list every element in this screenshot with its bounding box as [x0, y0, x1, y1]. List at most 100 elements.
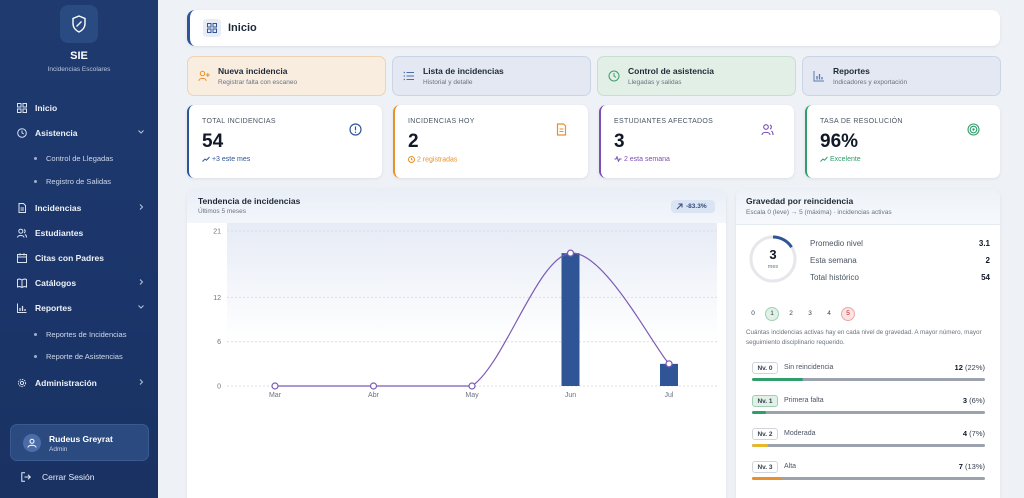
sidebar-item-inicio[interactable]: Inicio — [0, 98, 158, 118]
bar — [561, 253, 580, 386]
level-percent: (22%) — [964, 363, 985, 372]
arrow-up-right-icon — [676, 203, 683, 210]
stat-tasa-resolucion: TASA DE RESOLUCIÓN 96% Excelente — [805, 105, 1000, 178]
add-user-icon — [198, 70, 210, 82]
trend-subtitle: Últimos 5 meses — [198, 208, 247, 215]
action-subtitle: Registrar falta con escaneo — [218, 79, 298, 86]
metric-value: 3.1 — [978, 239, 990, 248]
sidebar-subitem-reportes-incidencias[interactable]: Reportes de Incidencias — [0, 327, 158, 343]
level-count: 4 (7%) — [963, 429, 985, 438]
sidebar-subitem-registro-salidas[interactable]: Registro de Salidas — [0, 174, 158, 190]
sidebar-item-asistencia[interactable]: Asistencia — [0, 123, 158, 143]
chart-y-ticks: 0 6 12 21 — [213, 229, 221, 391]
sidebar-item-administracion[interactable]: Administración — [0, 373, 158, 393]
action-title: Control de asistencia — [628, 66, 714, 76]
chevron-right-icon — [139, 204, 144, 210]
sidebar-subitem-label: Control de Llegadas — [46, 154, 114, 163]
severity-ring — [749, 235, 797, 283]
data-point — [665, 360, 673, 368]
metric-esta-semana: Esta semana 2 — [810, 256, 990, 268]
avatar — [23, 434, 41, 452]
severity-panel: Gravedad por reincidencia Escala 0 (leve… — [736, 189, 1000, 498]
logout-button[interactable]: Cerrar Sesión — [0, 468, 158, 486]
stat-label: ESTUDIANTES AFECTADOS — [614, 118, 714, 125]
level-bar-fill — [752, 444, 769, 447]
calendar-icon — [17, 253, 27, 263]
sidebar-subitem-reporte-asistencias[interactable]: Reporte de Asistencias — [0, 349, 158, 365]
action-subtitle: Indicadores y exportación — [833, 79, 908, 86]
severity-row: Nv. 0 Sin reincidencia 12 (22%) — [752, 362, 985, 386]
stat-note: 2 registradas — [408, 156, 457, 163]
bar-chart-icon — [813, 71, 824, 82]
sidebar-item-reportes[interactable]: Reportes — [0, 298, 158, 318]
stat-note-text: +3 este mes — [211, 156, 251, 163]
metric-label: Total histórico — [810, 273, 859, 282]
sidebar-subitem-label: Registro de Salidas — [46, 177, 112, 186]
chevron-down-icon — [138, 305, 144, 309]
gear-icon — [17, 378, 27, 388]
clock-icon — [408, 156, 415, 163]
sidebar-item-label: Reportes — [35, 303, 72, 313]
dashboard-icon — [203, 19, 221, 37]
users-icon — [17, 228, 27, 238]
action-reportes[interactable]: Reportes Indicadores y exportación — [802, 56, 1001, 96]
brand-subtitle: Incidencias Escolares — [47, 66, 111, 73]
sidebar-subitem-control-llegadas[interactable]: Control de Llegadas — [0, 151, 158, 167]
action-title: Lista de incidencias — [423, 66, 504, 76]
level-chip-1[interactable]: 1 — [765, 307, 779, 321]
chart-points — [271, 249, 673, 390]
stat-value: 96% — [820, 131, 859, 152]
user-name: Rudeus Greyrat — [49, 434, 113, 444]
user-card[interactable]: Rudeus Greyrat Admin — [10, 424, 149, 461]
data-point — [369, 382, 378, 390]
level-percent: (6%) — [969, 396, 985, 405]
level-chip-5[interactable]: 5 — [841, 307, 855, 321]
action-subtitle: Historial y detalle — [423, 79, 473, 86]
level-badge: Nv. 2 — [752, 428, 778, 440]
level-bar — [752, 411, 985, 414]
stat-note-text: 2 registradas — [416, 156, 458, 164]
action-subtitle: Llegadas y salidas — [628, 79, 682, 86]
sidebar-item-label: Administración — [35, 378, 97, 388]
action-control-asistencia[interactable]: Control de asistencia Llegadas y salidas — [597, 56, 796, 96]
chart-x-ticks: Mar Abr May Jun Jul — [269, 392, 674, 399]
metric-value: 54 — [981, 273, 990, 282]
bullet-icon — [34, 180, 37, 183]
level-chip-2[interactable]: 2 — [789, 310, 793, 317]
metric-value: 2 — [985, 256, 990, 265]
trend-change-value: -83.3% — [686, 203, 707, 210]
level-chip-4[interactable]: 4 — [827, 310, 831, 317]
action-lista-incidencias[interactable]: Lista de incidencias Historial y detalle — [392, 56, 591, 96]
action-title: Nueva incidencia — [218, 66, 288, 76]
level-label: Moderada — [784, 430, 816, 437]
level-count: 12 (22%) — [955, 363, 985, 372]
level-percent: (7%) — [969, 429, 985, 438]
action-nueva-incidencia[interactable]: Nueva incidencia Registrar falta con esc… — [187, 56, 386, 96]
level-badge: Nv. 0 — [752, 362, 778, 374]
x-tick-label: Mar — [269, 392, 282, 399]
level-bar-fill — [752, 378, 804, 381]
sidebar-item-label: Inicio — [35, 103, 58, 113]
severity-description: Cuántas incidencias activas hay en cada … — [746, 329, 982, 346]
users-icon — [761, 124, 774, 136]
level-chip-3[interactable]: 3 — [808, 310, 812, 317]
trend-chart: 0 6 12 21 Mar Abr May Jun Jul — [213, 223, 717, 399]
clock-icon — [608, 70, 620, 82]
document-icon — [556, 123, 567, 136]
dashboard-icon — [17, 103, 27, 113]
level-chip-0[interactable]: 0 — [751, 310, 755, 317]
stat-label: TOTAL INCIDENCIAS — [202, 118, 276, 125]
chart-trend-line — [275, 252, 670, 387]
clock-icon — [17, 128, 27, 138]
sidebar-item-incidencias[interactable]: Incidencias — [0, 198, 158, 218]
sidebar-item-citas[interactable]: Citas con Padres — [0, 248, 158, 268]
sidebar-item-catalogos[interactable]: Catálogos — [0, 273, 158, 293]
sidebar: SIE Incidencias Escolares Inicio Asisten… — [0, 0, 158, 498]
severity-ring-value: 3 — [769, 247, 777, 262]
stat-value: 3 — [614, 131, 625, 152]
level-count-value: 12 — [954, 363, 963, 372]
sidebar-item-estudiantes[interactable]: Estudiantes — [0, 223, 158, 243]
metric-total-historico: Total histórico 54 — [810, 273, 990, 285]
stat-note: 2 esta semana — [614, 155, 670, 163]
bar — [660, 363, 678, 386]
